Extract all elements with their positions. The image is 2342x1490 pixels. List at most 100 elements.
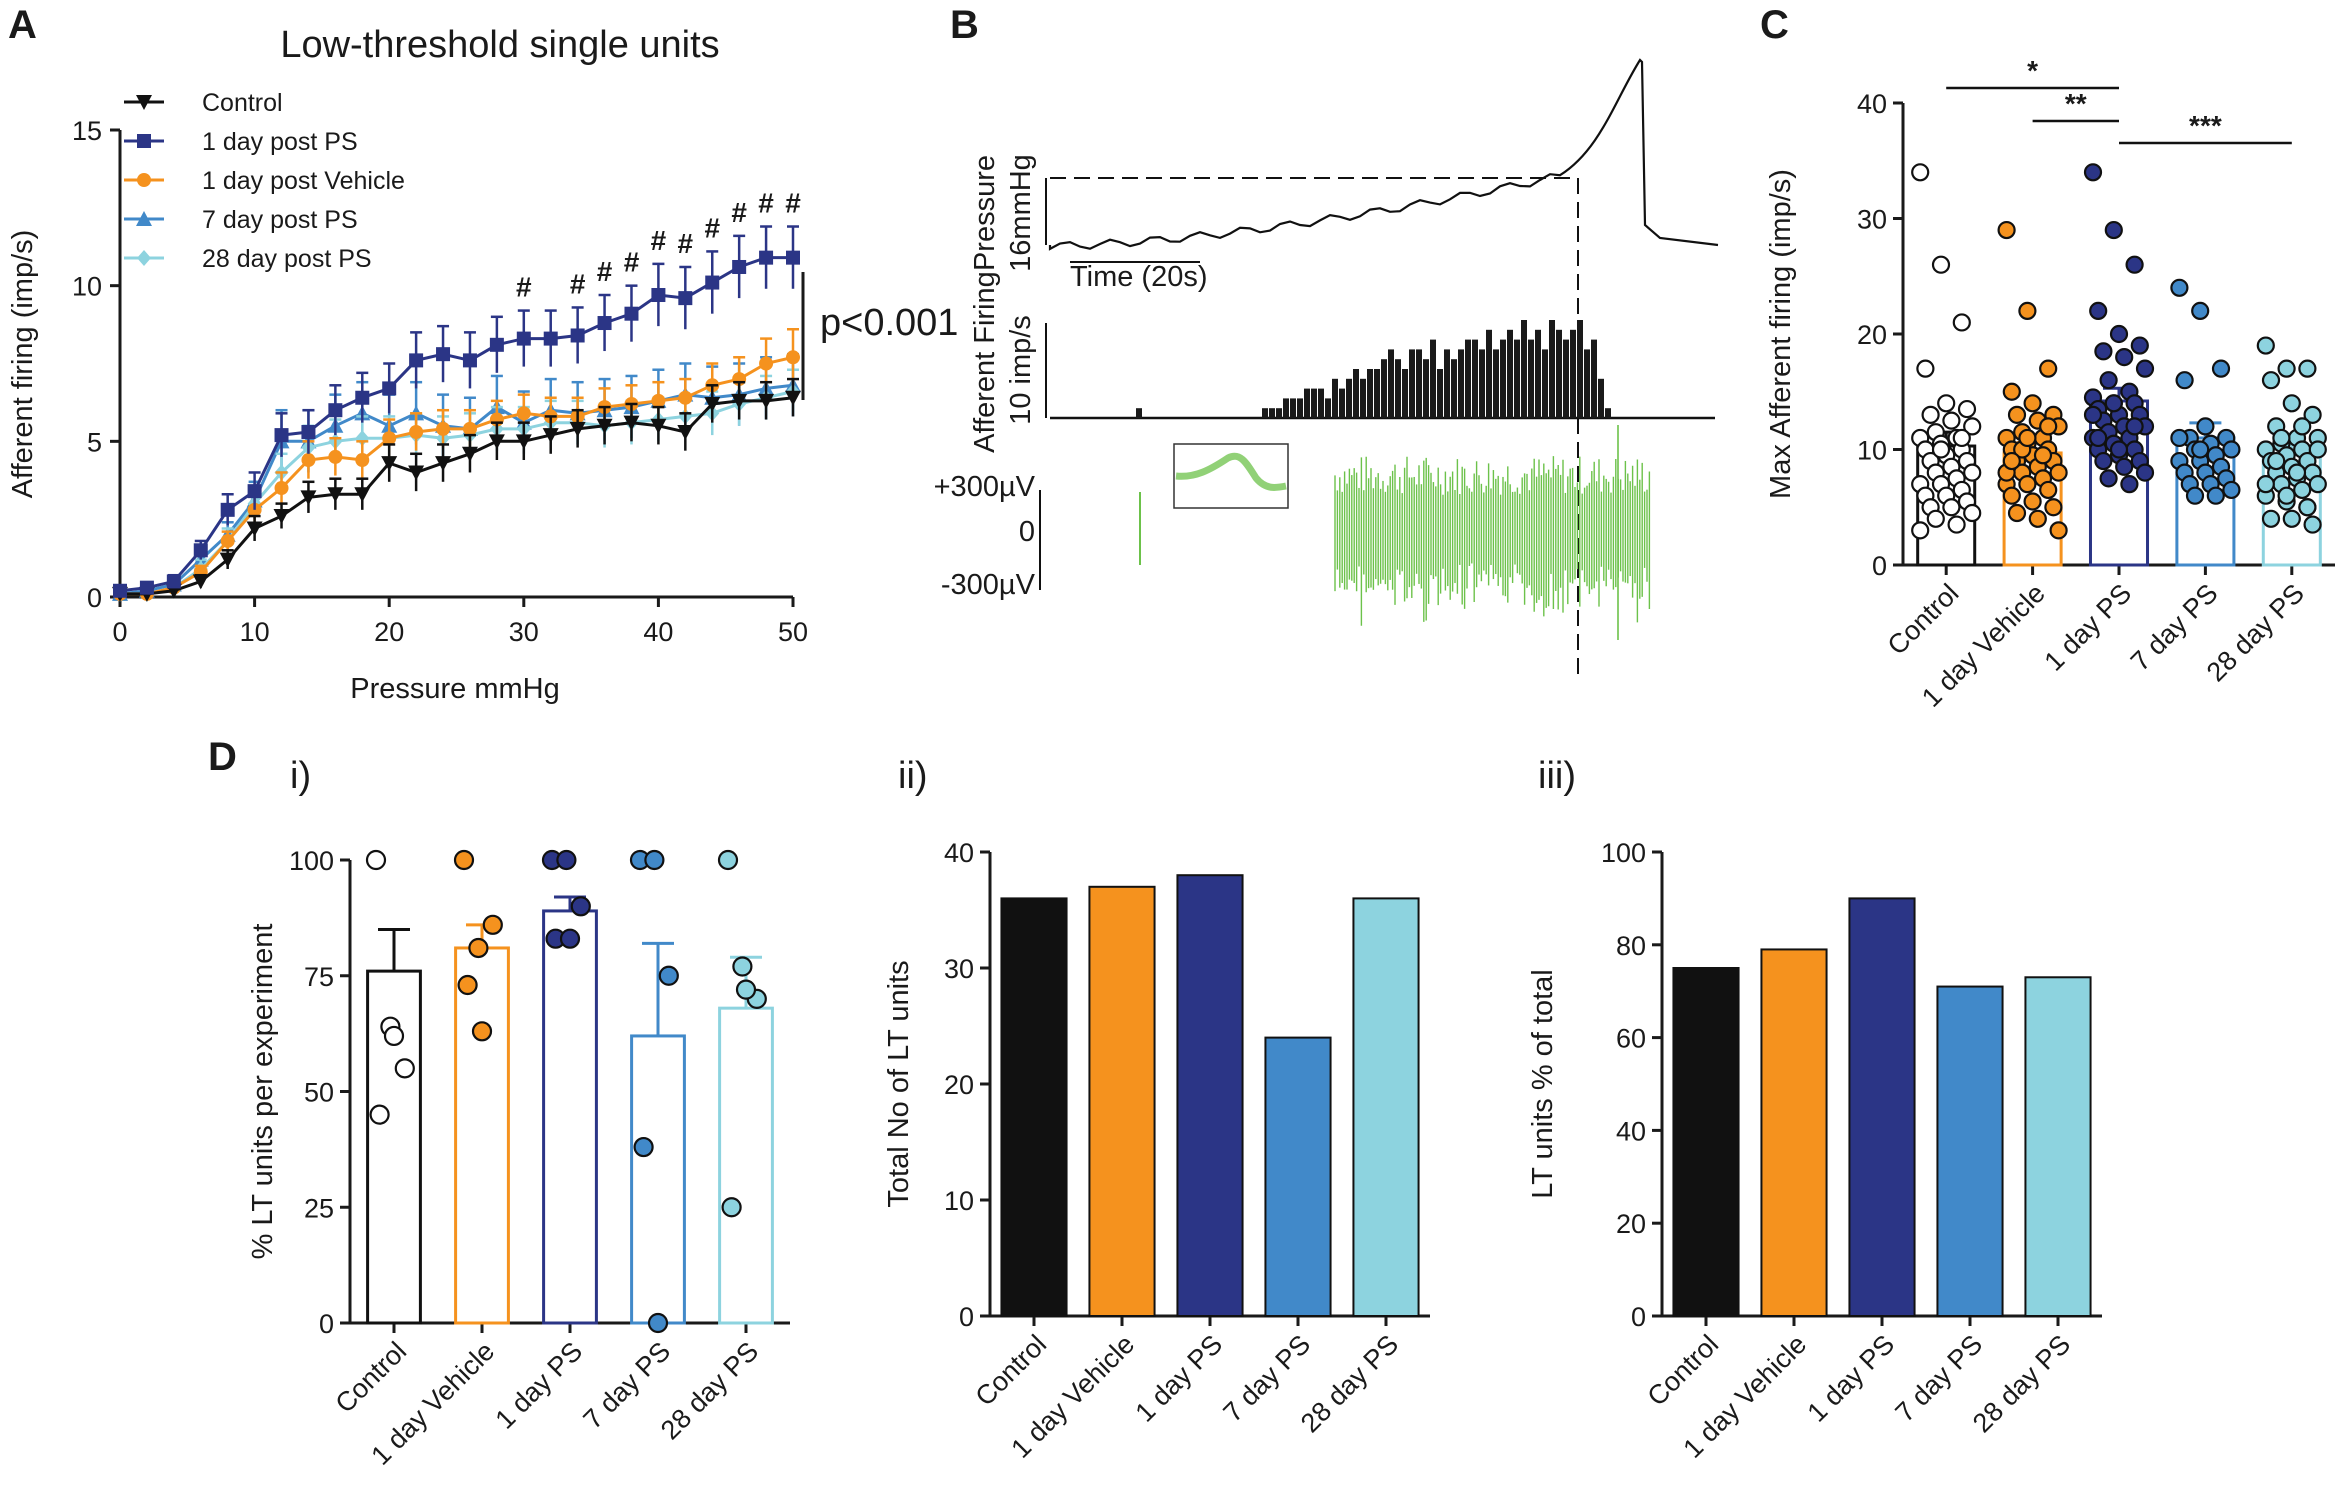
histogram-bin [1465, 339, 1471, 418]
data-point [394, 1058, 415, 1079]
data-point [2104, 220, 2123, 240]
data-point [2115, 457, 2134, 476]
x-tick-label: 40 [643, 617, 673, 647]
y-axis-label: Afferent firing (imp/s) [7, 230, 39, 499]
data-point [301, 424, 316, 439]
significance-hash: # [785, 188, 801, 219]
panel-label-a: A [8, 3, 37, 47]
y-tick-label: 40 [1857, 89, 1887, 119]
histogram-bin [1297, 398, 1303, 418]
data-point [355, 453, 370, 468]
data-point [2044, 498, 2063, 517]
significance-hash: # [516, 272, 532, 303]
x-tick-label: 1 day PS [2039, 578, 2138, 677]
data-point [732, 956, 753, 977]
data-point [2089, 428, 2108, 448]
significance-hash: # [678, 228, 694, 259]
data-point [1937, 394, 1956, 413]
data-point [435, 456, 452, 472]
data-point [2039, 359, 2058, 378]
data-point [2170, 278, 2189, 297]
x-tick-label: 50 [778, 617, 808, 647]
data-point [2089, 301, 2108, 320]
data-point [2039, 417, 2058, 436]
data-point [2267, 451, 2286, 471]
bar [1176, 874, 1244, 1317]
histogram-bin [1416, 349, 1422, 418]
data-point [515, 434, 532, 450]
histogram-bin [1549, 320, 1555, 418]
histogram-bin [1458, 349, 1464, 418]
data-point [2308, 440, 2327, 459]
histogram-bin [1346, 378, 1352, 418]
data-point [274, 481, 289, 496]
data-point [2191, 301, 2210, 320]
histogram-bin [1556, 329, 1562, 418]
data-point [2191, 440, 2210, 459]
data-point [2007, 503, 2027, 523]
panel-label-d-ii: ii) [898, 755, 928, 797]
x-tick-label: Control [969, 1329, 1052, 1412]
bar [1848, 897, 1916, 1318]
data-point [2023, 394, 2042, 413]
x-tick-label: 1 day PS [1130, 1329, 1229, 1428]
histogram-bin [1577, 320, 1583, 418]
significance-label: *** [2189, 110, 2222, 141]
histogram-bin [1570, 329, 1576, 418]
data-point [2303, 515, 2322, 534]
histogram-bin [1493, 349, 1499, 418]
voltage-label-neg: -300µV [941, 569, 1036, 601]
data-point [2125, 255, 2144, 274]
chart-title: Low-threshold single units [280, 24, 719, 66]
data-point [1963, 463, 1982, 482]
data-point [2109, 324, 2129, 344]
histogram-bin [1325, 398, 1331, 418]
panel-b-recording: Pressure 16mmHg Time (20s) Afferent Firing 1… [934, 58, 1719, 680]
data-point [2094, 451, 2113, 471]
panel-label-d: D [208, 735, 237, 779]
data-point [192, 574, 209, 590]
data-point [220, 502, 235, 517]
pressure-label: Pressure [969, 155, 1001, 271]
data-point [516, 331, 531, 346]
histogram-bin [1521, 320, 1527, 418]
panel-label-d-i: i) [290, 755, 311, 797]
data-point [543, 331, 558, 346]
data-point [1926, 509, 1945, 528]
y-tick-label: 100 [289, 846, 334, 876]
data-point [2272, 428, 2291, 448]
x-axis-label: Pressure mmHg [350, 673, 560, 705]
x-tick-label: Control [1882, 578, 1965, 661]
histogram-bin [1528, 339, 1534, 418]
data-point [2282, 394, 2301, 413]
data-point [732, 259, 747, 274]
y-tick-label: 15 [72, 116, 102, 146]
histogram-bin [1423, 359, 1429, 418]
data-point [2002, 486, 2021, 505]
data-point [273, 509, 290, 525]
data-point [1963, 417, 1982, 436]
data-point [2206, 486, 2225, 505]
histogram-bin [1381, 359, 1387, 418]
data-point [274, 428, 289, 443]
histogram-bin [1276, 408, 1282, 418]
data-point [596, 418, 613, 434]
data-point [2298, 498, 2317, 517]
data-point [2277, 486, 2296, 505]
data-point [647, 1312, 669, 1334]
data-point [556, 849, 577, 871]
data-point [2293, 417, 2312, 436]
data-point [1931, 440, 1951, 459]
y-tick-label: 30 [944, 954, 974, 984]
data-point [2287, 463, 2307, 482]
data-point [2018, 475, 2037, 494]
y-tick-label: 0 [319, 1309, 334, 1339]
data-point [735, 979, 757, 1000]
data-point [365, 849, 387, 871]
data-point [721, 1197, 742, 1218]
histogram-bin [1430, 339, 1436, 418]
data-point [2039, 480, 2058, 500]
data-point [468, 937, 489, 959]
data-point [219, 552, 236, 568]
